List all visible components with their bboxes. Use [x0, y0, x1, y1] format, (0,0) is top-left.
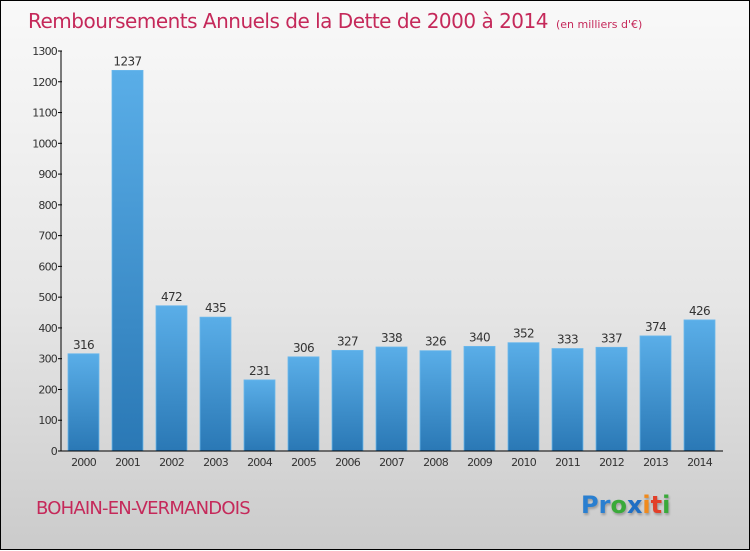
y-tick-label: 500 — [38, 291, 57, 304]
x-tick-label: 2009 — [467, 456, 493, 469]
logo-letter: x — [626, 491, 643, 519]
x-tick-label: 2007 — [379, 456, 405, 469]
y-tick-label: 100 — [38, 414, 57, 427]
x-tick-label: 2014 — [687, 456, 713, 469]
y-tick-label: 300 — [38, 353, 57, 366]
chart-title: Remboursements Annuels de la Dette de 20… — [28, 9, 642, 33]
bar-2004 — [243, 379, 276, 452]
bar-2003 — [199, 316, 232, 452]
bar-value-label: 316 — [73, 338, 94, 352]
bar-value-label: 338 — [381, 331, 402, 345]
bars: 316 1237 472 435 231 306 327 338 326 340 352 333 337… — [67, 54, 716, 452]
x-tick-label: 2012 — [599, 456, 624, 469]
x-tick-label: 2013 — [643, 456, 669, 469]
y-tick-label: 1100 — [32, 107, 58, 120]
bar-value-label: 306 — [293, 341, 314, 355]
town-name: BOHAIN-EN-VERMANDOIS — [36, 498, 251, 519]
logo-letter: o — [610, 491, 627, 519]
x-tick-label: 2004 — [247, 456, 273, 469]
bar-2011 — [551, 348, 584, 452]
bar-2009 — [463, 345, 496, 452]
bar-2014 — [683, 319, 716, 452]
x-tick-label: 2011 — [555, 456, 580, 469]
logo-letter: r — [598, 491, 611, 519]
bar-2013 — [639, 335, 672, 452]
logo-letter: t — [650, 491, 663, 519]
bar-value-label: 426 — [689, 304, 710, 318]
x-tick-label: 2002 — [159, 456, 184, 469]
bar-value-label: 1237 — [113, 54, 141, 68]
bar-value-label: 231 — [249, 364, 270, 378]
bar-2008 — [419, 350, 452, 452]
bar-value-label: 333 — [557, 333, 578, 347]
chart-unit: (en milliers d'€) — [555, 18, 643, 31]
bar-value-label: 374 — [645, 320, 666, 334]
bar-value-label: 340 — [469, 330, 490, 344]
y-tick-label: 700 — [38, 230, 57, 243]
proxiti-logo[interactable]: Proxiti — [581, 491, 670, 519]
y-axis: 0 100 200 300 400 500 600 700 800 900 1000 1100 1200… — [32, 45, 62, 458]
y-tick-label: 400 — [38, 322, 57, 335]
bar-value-label: 352 — [513, 327, 534, 341]
y-tick-label: 200 — [38, 383, 57, 396]
logo-letter: i — [662, 491, 671, 519]
chart-title-text: Remboursements Annuels de la Dette de 20… — [28, 9, 548, 33]
y-tick-label: 600 — [38, 260, 57, 273]
y-tick-label: 1300 — [32, 45, 58, 58]
y-tick-label: 1000 — [32, 137, 58, 150]
bar-value-label: 327 — [337, 334, 358, 348]
bar-2005 — [287, 356, 320, 452]
logo-letter: i — [642, 491, 651, 519]
x-tick-label: 2006 — [335, 456, 361, 469]
y-tick-label: 0 — [51, 445, 58, 458]
bar-2006 — [331, 349, 364, 452]
x-axis: 2000 2001 2002 2003 2004 2005 2006 2007 2008 2009… — [58, 450, 723, 469]
bar-2007 — [375, 346, 408, 452]
x-tick-label: 2003 — [203, 456, 229, 469]
y-tick-label: 800 — [38, 199, 57, 212]
bar-2000 — [67, 353, 100, 452]
bar-2001 — [111, 69, 144, 452]
x-tick-label: 2005 — [291, 456, 317, 469]
logo-letter: P — [581, 491, 599, 519]
x-tick-label: 2008 — [423, 456, 449, 469]
bar-value-label: 435 — [205, 301, 226, 315]
bar-value-label: 326 — [425, 335, 446, 349]
y-tick-label: 900 — [38, 168, 57, 181]
x-tick-label: 2010 — [511, 456, 537, 469]
bar-2002 — [155, 305, 188, 452]
x-tick-label: 2001 — [115, 456, 140, 469]
bar-value-label: 337 — [601, 331, 622, 345]
bar-2010 — [507, 342, 540, 452]
x-tick-label: 2000 — [71, 456, 97, 469]
y-tick-label: 1200 — [32, 76, 58, 89]
bar-value-label: 472 — [161, 290, 182, 304]
bar-2012 — [595, 346, 628, 452]
